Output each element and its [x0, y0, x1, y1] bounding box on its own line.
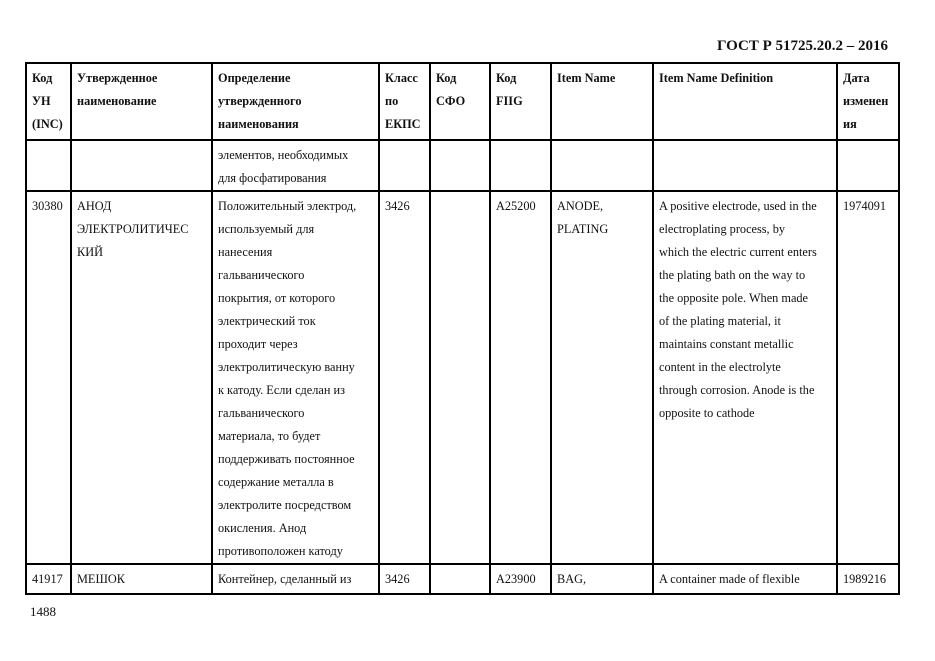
column-header-approved-name: Утвержденное наименование: [70, 62, 213, 141]
column-header-fiig: Код FIIG: [489, 62, 552, 141]
cell-sfo: [429, 139, 491, 192]
column-header-definition: Определение утвержденного наименования: [211, 62, 380, 141]
table-row: 41917 МЕШОК Контейнер, сделанный из 3426…: [25, 563, 900, 595]
column-header-item-name-definition: Item Name Definition: [652, 62, 838, 141]
cell-definition: Контейнер, сделанный из: [211, 563, 380, 595]
cell-inc: 30380: [25, 190, 72, 565]
cell-approved-name: МЕШОК: [70, 563, 213, 595]
cell-approved-name: [70, 139, 213, 192]
table-row: 30380 АНОД ЭЛЕКТРОЛИТИЧЕС КИЙ Положитель…: [25, 190, 900, 565]
cell-sfo: [429, 563, 491, 595]
cell-item-name-definition: [652, 139, 838, 192]
cell-change-date: [836, 139, 900, 192]
cell-class: [378, 139, 431, 192]
column-header-class: Класс по ЕКПС: [378, 62, 431, 141]
column-header-item-name: Item Name: [550, 62, 654, 141]
cell-class: 3426: [378, 563, 431, 595]
cell-class: 3426: [378, 190, 431, 565]
column-header-sfo: Код СФО: [429, 62, 491, 141]
page-number: 1488: [30, 604, 56, 619]
cell-fiig: A23900: [489, 563, 552, 595]
cell-inc: [25, 139, 72, 192]
cell-sfo: [429, 190, 491, 565]
cell-fiig: [489, 139, 552, 192]
item-names-table: Код УН (INC) Утвержденное наименование О…: [25, 62, 900, 595]
cell-item-name-definition: A positive electrode, used in the electr…: [652, 190, 838, 565]
cell-definition: элементов, необходимых для фосфатировани…: [211, 139, 380, 192]
cell-fiig: A25200: [489, 190, 552, 565]
cell-item-name: ANODE, PLATING: [550, 190, 654, 565]
cell-definition: Положительный электрод, используемый для…: [211, 190, 380, 565]
cell-change-date: 1974091: [836, 190, 900, 565]
column-header-inc: Код УН (INC): [25, 62, 72, 141]
cell-inc: 41917: [25, 563, 72, 595]
table-header-row: Код УН (INC) Утвержденное наименование О…: [25, 62, 900, 141]
document-title: ГОСТ Р 51725.20.2 – 2016: [716, 38, 888, 54]
cell-item-name-definition: A container made of flexible: [652, 563, 838, 595]
cell-change-date: 1989216: [836, 563, 900, 595]
cell-approved-name: АНОД ЭЛЕКТРОЛИТИЧЕС КИЙ: [70, 190, 213, 565]
cell-item-name: [550, 139, 654, 192]
cell-item-name: BAG,: [550, 563, 654, 595]
table-row: элементов, необходимых для фосфатировани…: [25, 139, 900, 192]
column-header-change-date: Дата изменен ия: [836, 62, 900, 141]
